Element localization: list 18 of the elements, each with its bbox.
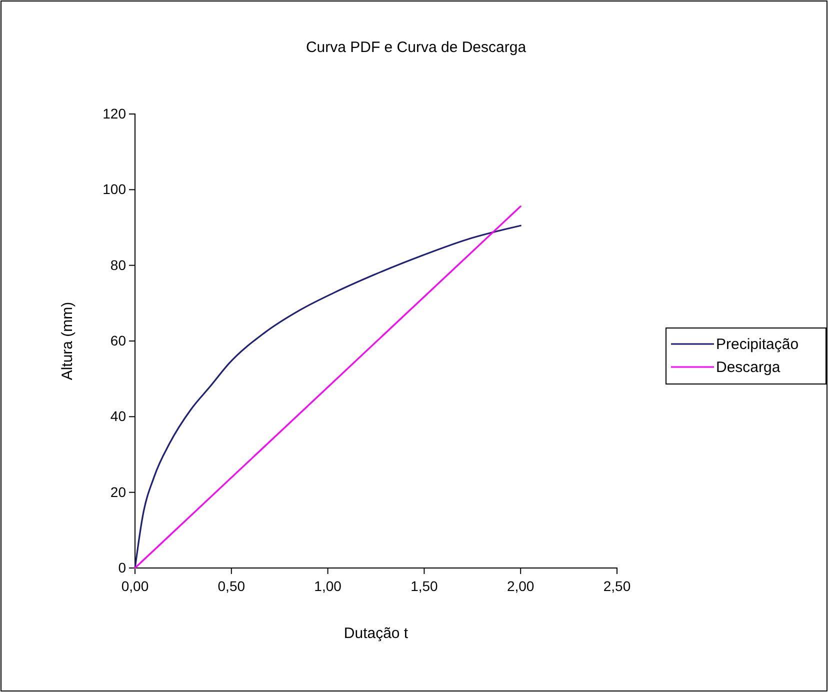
y-tick-label: 120 [102,105,126,122]
legend-label: Precipitação [716,336,799,353]
y-tick-label: 60 [110,332,126,348]
y-tick-label: 40 [110,408,126,424]
y-tick-label: 100 [102,181,126,198]
x-tick-label: 0,50 [218,578,246,594]
y-tick-label: 0 [118,559,126,576]
x-tick-label: 1,00 [314,578,342,594]
x-tick-label: 2,50 [603,578,631,594]
x-tick-label: 0,00 [121,578,149,594]
y-tick-label: 80 [110,256,126,273]
x-tick-label: 1,50 [410,578,438,594]
x-tick-label: 2,00 [506,578,534,594]
y-axis-title: Altura (mm) [59,302,76,380]
legend-label: Descarga [716,359,781,376]
y-tick-label: 20 [110,484,126,500]
x-axis-title: Dutação t [344,625,409,642]
chart-title: Curva PDF e Curva de Descarga [306,39,527,56]
